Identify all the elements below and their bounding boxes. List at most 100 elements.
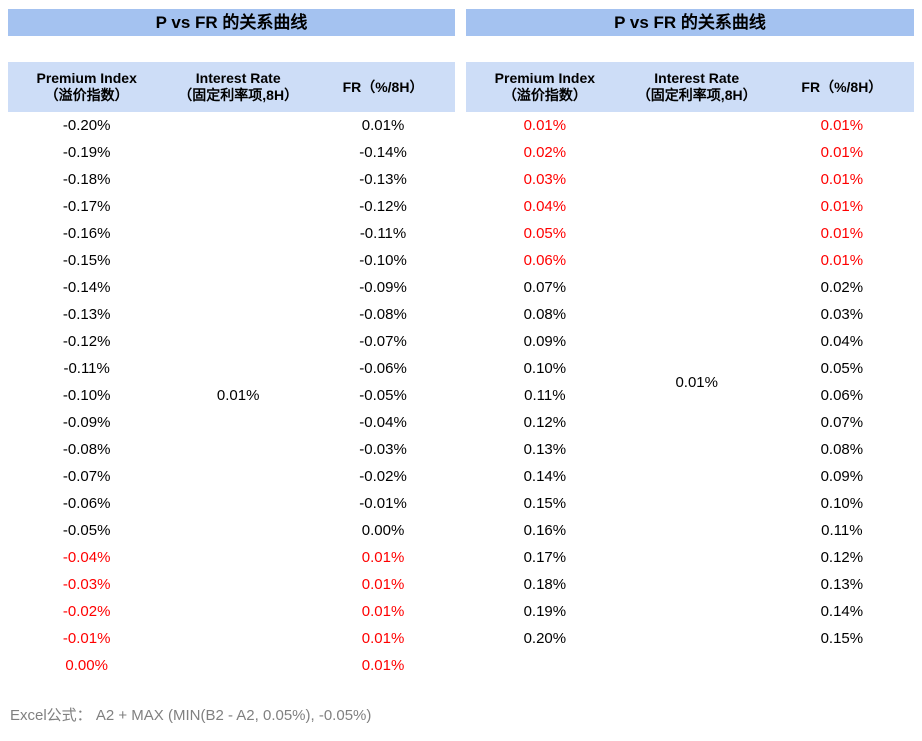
premium-index-cell: 0.01%: [523, 117, 567, 134]
table-row: -0.10% -0.05%: [8, 382, 455, 409]
fr-cell: 0.01%: [361, 576, 405, 593]
table-body: -0.20% 0.01% -0.19% -0.14% -0.18% -0.13%…: [8, 112, 455, 679]
fr-cell: 0.01%: [820, 171, 864, 188]
fr-cell: 0.01%: [361, 630, 405, 647]
fr-cell: 0.03%: [820, 306, 864, 323]
premium-index-cell: -0.04%: [62, 549, 111, 566]
table-row: -0.06% -0.01%: [8, 490, 455, 517]
fr-cell: -0.06%: [359, 360, 407, 377]
fr-cell: 0.01%: [361, 117, 405, 134]
header-interest-line2: （固定利率项,8H）: [636, 87, 757, 103]
table-row: -0.01% 0.01%: [8, 625, 455, 652]
premium-index-cell: -0.02%: [62, 603, 111, 620]
premium-index-cell: -0.06%: [62, 495, 111, 512]
premium-index-cell: -0.17%: [62, 198, 111, 215]
fr-cell: 0.13%: [820, 576, 864, 593]
merged-interest-rate-cell: 0.01%: [675, 373, 718, 391]
premium-index-cell: -0.07%: [62, 468, 111, 485]
header-premium-index: Premium Index （溢价指数）: [466, 62, 624, 112]
table-row: 0.05% 0.01%: [466, 220, 914, 247]
fr-cell: -0.13%: [359, 171, 407, 188]
merged-interest-rate-cell: 0.01%: [216, 387, 260, 404]
premium-index-cell: 0.03%: [523, 171, 567, 188]
header-premium-line2: （溢价指数）: [44, 87, 129, 103]
premium-index-cell: 0.00%: [65, 657, 108, 674]
header-fr-label: FR（%/8H）: [342, 78, 424, 95]
table-header-row: Premium Index （溢价指数） Interest Rate （固定利率…: [466, 62, 914, 112]
table-row: -0.20% 0.01%: [8, 112, 455, 139]
table-row: -0.03% 0.01%: [8, 571, 455, 598]
premium-index-cell: -0.14%: [62, 279, 111, 296]
table-row: -0.04% 0.01%: [8, 544, 455, 571]
table-row: 0.08% 0.03%: [466, 301, 914, 328]
premium-index-cell: -0.15%: [62, 252, 111, 269]
fr-cell: 0.01%: [820, 225, 864, 242]
header-fr: FR（%/8H）: [311, 62, 455, 112]
premium-index-cell: 0.18%: [523, 576, 567, 593]
header-premium-line2: （溢价指数）: [502, 87, 587, 103]
premium-index-cell: -0.20%: [62, 117, 111, 134]
fr-cell: 0.10%: [820, 495, 864, 512]
fr-cell: -0.11%: [359, 225, 407, 242]
fr-cell: -0.03%: [359, 441, 407, 458]
table-row: -0.18% -0.13%: [8, 166, 455, 193]
fr-cell: -0.05%: [359, 387, 407, 404]
header-interest-rate: Interest Rate （固定利率项,8H）: [165, 62, 311, 112]
header-interest-line1: Interest Rate: [195, 70, 281, 86]
fr-cell: 0.07%: [820, 414, 864, 431]
premium-index-cell: 0.04%: [523, 198, 567, 215]
table-row: 0.13% 0.08%: [466, 436, 914, 463]
header-interest-line2: （固定利率项,8H）: [178, 87, 299, 103]
table-title: P vs FR 的关系曲线: [8, 9, 455, 36]
table-header-row: Premium Index （溢价指数） Interest Rate （固定利率…: [8, 62, 455, 112]
table-row: 0.10% 0.05%: [466, 355, 914, 382]
premium-index-cell: -0.18%: [62, 171, 111, 188]
premium-index-cell: 0.20%: [523, 630, 567, 647]
fr-cell: 0.01%: [820, 252, 864, 269]
fr-cell: 0.01%: [820, 144, 864, 161]
fr-cell: 0.15%: [820, 630, 864, 647]
premium-index-cell: 0.11%: [524, 387, 566, 404]
table-row: -0.17% -0.12%: [8, 193, 455, 220]
table-row: 0.02% 0.01%: [466, 139, 914, 166]
header-interest-line1: Interest Rate: [654, 70, 740, 86]
premium-index-cell: 0.13%: [523, 441, 567, 458]
fr-cell: -0.10%: [359, 252, 407, 269]
fr-cell: -0.07%: [359, 333, 407, 350]
premium-index-cell: 0.14%: [523, 468, 567, 485]
premium-index-cell: -0.10%: [62, 387, 111, 404]
premium-index-cell: 0.06%: [523, 252, 567, 269]
header-premium-line1: Premium Index: [494, 70, 596, 86]
premium-index-cell: -0.05%: [62, 522, 111, 539]
table-row: 0.04% 0.01%: [466, 193, 914, 220]
header-premium-line1: Premium Index: [36, 70, 137, 86]
table-row: -0.19% -0.14%: [8, 139, 455, 166]
fr-cell: -0.01%: [359, 495, 407, 512]
premium-index-cell: 0.09%: [523, 333, 567, 350]
premium-index-cell: 0.05%: [523, 225, 567, 242]
premium-index-cell: -0.13%: [62, 306, 111, 323]
fr-cell: -0.04%: [359, 414, 407, 431]
premium-index-cell: -0.09%: [62, 414, 111, 431]
premium-index-cell: 0.17%: [523, 549, 567, 566]
table-row: 0.07% 0.02%: [466, 274, 914, 301]
header-fr: FR（%/8H）: [770, 62, 914, 112]
table-row: 0.16% 0.11%: [466, 517, 914, 544]
header-interest-rate: Interest Rate （固定利率项,8H）: [624, 62, 770, 112]
table-row: 0.19% 0.14%: [466, 598, 914, 625]
table-row: 0.15% 0.10%: [466, 490, 914, 517]
table-row: -0.13% -0.08%: [8, 301, 455, 328]
table-row: 0.00% 0.01%: [8, 652, 455, 679]
fr-cell: 0.01%: [820, 198, 864, 215]
fr-cell: 0.01%: [361, 549, 405, 566]
table-row: -0.02% 0.01%: [8, 598, 455, 625]
table-body: 0.01% 0.01% 0.02% 0.01% 0.03% 0.01% 0.04…: [466, 112, 914, 652]
premium-index-cell: -0.08%: [62, 441, 111, 458]
premium-index-cell: 0.19%: [523, 603, 567, 620]
table-row: -0.09% -0.04%: [8, 409, 455, 436]
table-row: 0.12% 0.07%: [466, 409, 914, 436]
premium-index-cell: -0.11%: [63, 360, 110, 377]
excel-formula-note: Excel公式： A2 + MAX (MIN(B2 - A2, 0.05%), …: [10, 707, 372, 724]
table-row: 0.20% 0.15%: [466, 625, 914, 652]
